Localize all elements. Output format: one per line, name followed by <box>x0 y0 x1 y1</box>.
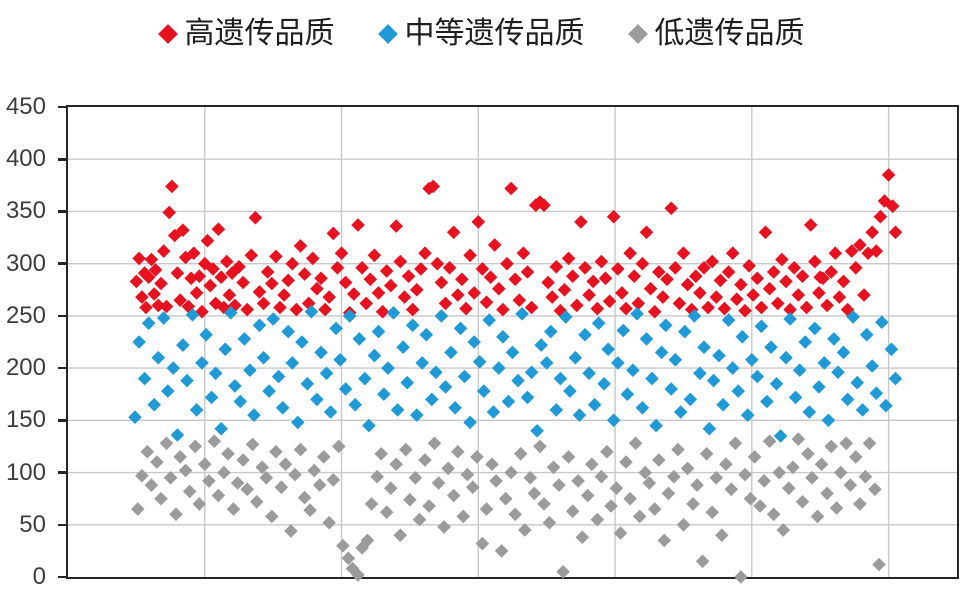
y-axis-label: 200 <box>5 354 46 382</box>
y-axis-label: 150 <box>5 406 46 434</box>
chart-legend: 高遗传品质 中等遗传品质 低遗传品质 <box>0 10 965 58</box>
red-diamond-icon <box>157 24 178 44</box>
y-axis-label: 450 <box>5 93 46 120</box>
legend-label-medium-quality: 中等遗传品质 <box>404 17 585 50</box>
legend-label-high-quality: 高遗传品质 <box>184 17 335 50</box>
plot-area <box>66 105 959 584</box>
legend-item-medium-quality: 中等遗传品质 <box>377 17 585 50</box>
y-axis-label: 0 <box>32 563 46 590</box>
legend-label-low-quality: 低遗传品质 <box>654 17 805 50</box>
y-axis-label: 300 <box>5 249 46 277</box>
y-axis-label: 50 <box>19 510 46 538</box>
y-axis-label: 100 <box>5 458 46 486</box>
y-axis-tick-marks <box>0 0 66 599</box>
y-axis-label: 400 <box>5 145 46 173</box>
scatter-plot <box>68 107 957 584</box>
blue-diamond-icon <box>377 24 398 44</box>
y-axis-labels: 450 400 350 300 250 200 150 100 50 0 <box>0 0 46 599</box>
legend-item-high-quality: 高遗传品质 <box>157 17 335 50</box>
y-axis-label: 350 <box>5 197 46 225</box>
y-axis-label: 250 <box>5 301 46 329</box>
gray-diamond-icon <box>627 24 648 44</box>
legend-item-low-quality: 低遗传品质 <box>627 17 805 50</box>
